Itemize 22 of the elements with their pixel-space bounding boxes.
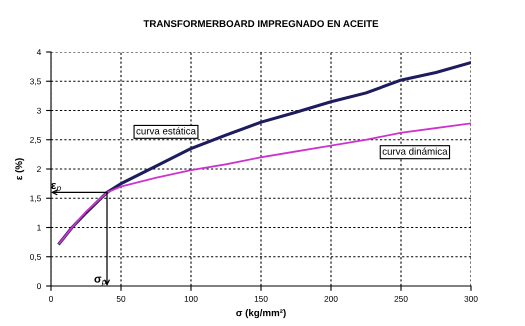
x-tick-label: 0 [49,296,53,302]
annotation: ε$_{p}$ [51,182,61,192]
x-tick-label: 200 [324,296,338,302]
y-tick-label: 1 [37,224,41,231]
x-tick-label: 250 [394,296,408,302]
x-tick-label: 300 [464,296,478,302]
x-tick-label: 100 [184,296,198,302]
y-tick-label: 3 [36,108,41,114]
y-tick-label: 2 [37,166,41,172]
y-axis-title: ε (%) [15,158,24,180]
y-tick-label: 1,5 [30,196,41,202]
series-label: curva estática [136,127,196,134]
y-tick-label: 3,5 [30,78,41,86]
y-tick-label: 2,5 [30,136,41,144]
y-tick-label: 4 [36,49,42,56]
y-tick-label: 0,5 [30,254,41,261]
y-tick-label: 0 [36,283,41,290]
x-axis-title: σ (kg/mm²) [236,309,286,318]
x-tick-label: 150 [254,296,268,302]
series-label: curva dinámica [382,148,448,155]
chart-title: TRANSFORMERBOARD IMPREGNADO EN ACEITE [144,20,378,28]
x-tick-label: 50 [116,296,126,302]
